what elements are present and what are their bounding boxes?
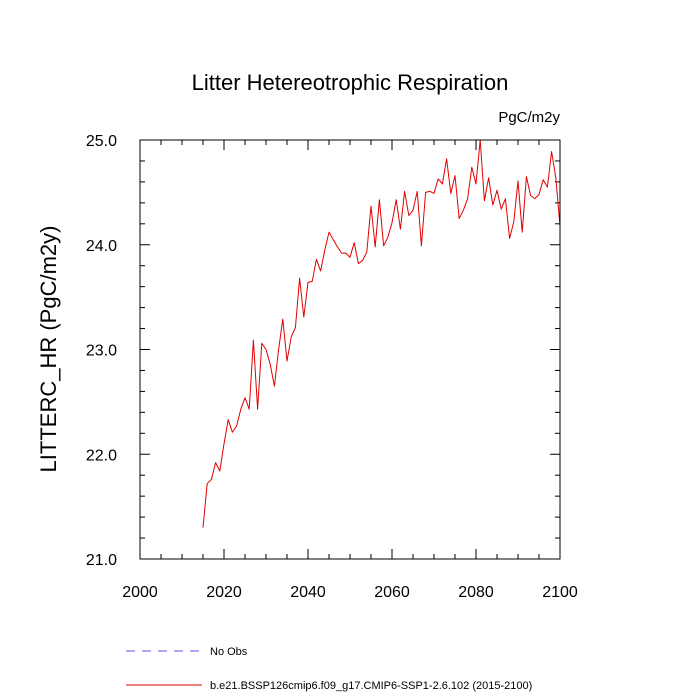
y-tick-label: 22.0 [86,447,117,464]
x-tick-label: 2100 [542,584,578,601]
series-line-model [202,139,561,528]
legend-label-no-obs: No Obs [210,646,248,658]
y-axis-label: LITTERC_HR (PgC/m2y) [36,226,61,473]
plot-frame [139,139,561,560]
units-label: PgC/m2y [498,109,560,126]
x-tick-label: 2000 [122,584,158,601]
ticks [139,139,561,560]
tick-labels: 2000 2020 2040 2060 2080 2100 21.0 22.0 23.0 24.0… [86,133,578,601]
legend-label-model: b.e21.BSSP126cmip6.f09_g17.CMIP6-SSP1-2.… [210,680,532,692]
legend: No Obs b.e21.BSSP126cmip6.f09_g17.CMIP6-… [126,646,532,692]
x-tick-label: 2080 [458,584,494,601]
y-tick-label: 25.0 [86,133,117,150]
series [202,139,561,528]
x-tick-label: 2040 [290,584,326,601]
y-tick-label: 23.0 [86,343,117,360]
x-tick-label: 2060 [374,584,410,601]
x-tick-label: 2020 [206,584,242,601]
y-tick-label: 24.0 [86,238,117,255]
y-tick-label: 21.0 [86,552,117,569]
chart-title: Litter Hetereotrophic Respiration [192,70,509,95]
